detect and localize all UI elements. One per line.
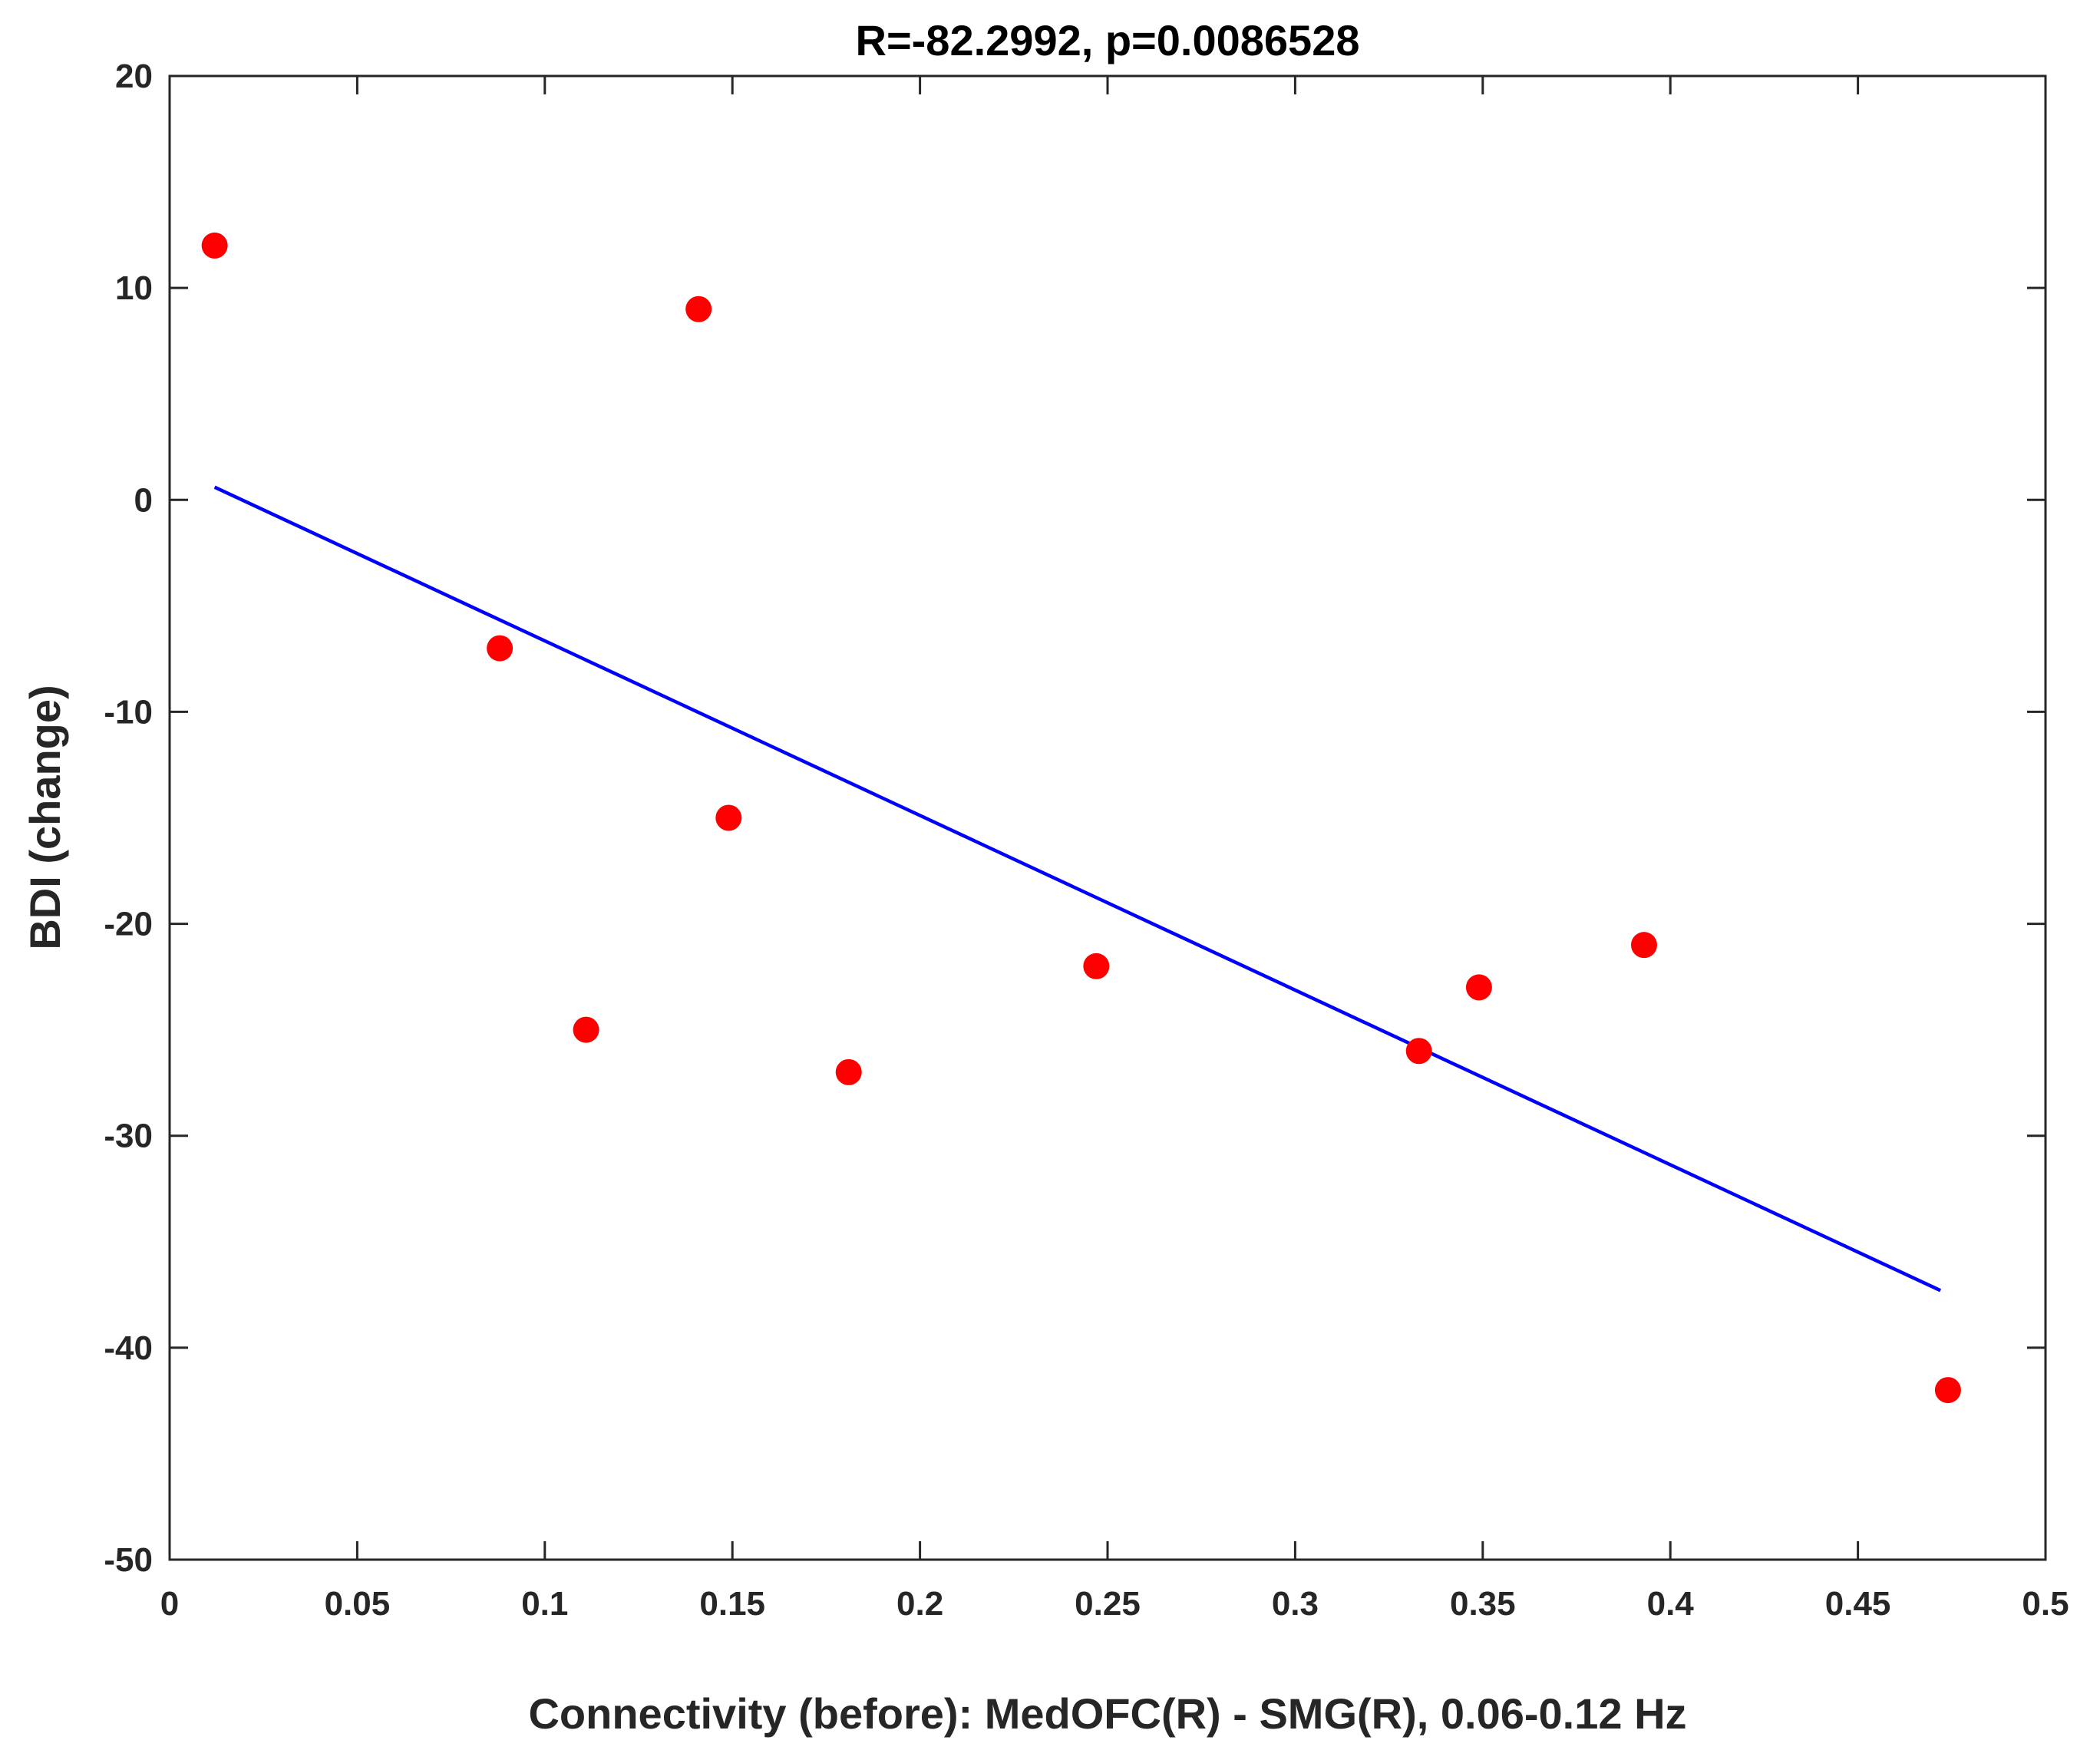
x-tick-label: 0.1	[521, 1585, 568, 1623]
y-tick-label: -40	[104, 1329, 153, 1367]
x-tick-label: 0.15	[699, 1585, 765, 1623]
y-tick-label: -30	[104, 1118, 153, 1155]
x-tick-label: 0.05	[325, 1585, 391, 1623]
data-point	[1465, 974, 1492, 1001]
x-tick-label: 0.4	[1647, 1585, 1695, 1623]
data-point	[1083, 953, 1110, 979]
data-point	[1405, 1038, 1432, 1065]
chart-title: R=-82.2992, p=0.0086528	[856, 16, 1360, 64]
fit-line-layer	[213, 485, 1942, 1293]
y-tick-label: -20	[104, 906, 153, 943]
data-point	[835, 1058, 862, 1085]
y-tick-label: -50	[104, 1541, 153, 1579]
plot-area	[170, 76, 2046, 1560]
x-tick-label: 0.5	[2022, 1585, 2069, 1623]
x-tick-label: 0.25	[1075, 1585, 1141, 1623]
data-point	[685, 296, 712, 322]
x-tick-labels: 0 0.05 0.1 0.15 0.2 0.25 0.3 0.35 0.4 0.45 0.5	[160, 1585, 2069, 1623]
x-tick-label: 0.35	[1450, 1585, 1516, 1623]
fit-line	[213, 485, 1942, 1293]
x-axis-title: Connectivity (before): MedOFC(R) - SMG(R…	[528, 1689, 1686, 1738]
data-point	[1934, 1377, 1961, 1404]
x-tick-label: 0.2	[896, 1585, 943, 1623]
x-tick-label: 0.3	[1272, 1585, 1319, 1623]
y-tick-label: 0	[134, 481, 153, 519]
y-tick-label: 10	[115, 269, 153, 307]
x-tick-label: 0	[160, 1585, 179, 1623]
x-tick-label: 0.45	[1825, 1585, 1891, 1623]
data-point	[1630, 932, 1657, 959]
y-tick-label: -10	[104, 693, 153, 731]
data-point	[201, 232, 228, 259]
y-tick-label: 20	[115, 58, 153, 95]
y-axis-title: BDI (change)	[21, 685, 69, 949]
y-tick-labels: 20 10 0 -10 -20 -30 -40 -50	[104, 58, 153, 1579]
axes-box	[168, 74, 2047, 1561]
data-point	[487, 635, 513, 662]
data-point	[573, 1016, 599, 1043]
scatter-points-layer	[201, 232, 1961, 1404]
data-point	[715, 804, 742, 831]
